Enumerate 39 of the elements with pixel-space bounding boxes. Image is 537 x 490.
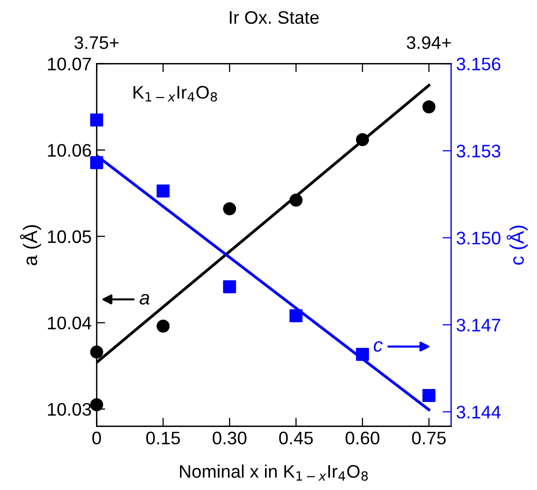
text: 3.75+ [74,36,119,50]
x-tick-label: 0.15 [146,432,180,444]
point [90,346,104,359]
x2-axis-title: Ir Ox. State [230,11,319,24]
y-axis-title: a (Å) [20,225,42,266]
point [90,113,104,126]
y2-tick-label: 3.147 [456,318,500,332]
y-tick-label: 10.07 [48,58,91,70]
point [223,280,236,294]
point [290,309,303,322]
point [422,100,436,114]
y2-tick-label: 3.153 [456,144,500,158]
point [223,202,236,216]
annotation: a [140,294,150,305]
point [156,320,170,333]
x-axis-title: Nominal x in K$_{1−x}$Ir$_{4}$O$_{8}$ [180,464,368,481]
y-tick-label: 10.06 [48,144,92,157]
x-tick-label: 0.60 [346,432,380,444]
annotation: K$_{1−x}$Ir$_{4}$O$_{8}$ [134,86,217,102]
y-tick-label: 10.05 [48,230,92,244]
point [290,194,303,207]
point [356,348,369,361]
y2-tick-label: 3.150 [456,232,500,244]
text: 3.94+ [406,36,451,50]
y2-axis-title: c (Å) [506,226,528,265]
y2-tick-label: 3.144 [456,406,501,419]
point [356,133,369,146]
y-tick-label: 10.03 [48,402,92,416]
x-tick-label: 0.30 [212,432,246,444]
x-tick-label: 0.45 [279,432,313,444]
point [90,156,104,170]
x-tick-label: 0.75 [412,432,446,444]
point [422,389,436,402]
point [156,184,170,198]
annotation: c [374,341,383,352]
point [90,398,104,412]
y2-tick-label: 3.156 [456,58,500,70]
x-tick-label: 0 [92,432,101,444]
y-tick-label: 10.04 [48,316,92,330]
